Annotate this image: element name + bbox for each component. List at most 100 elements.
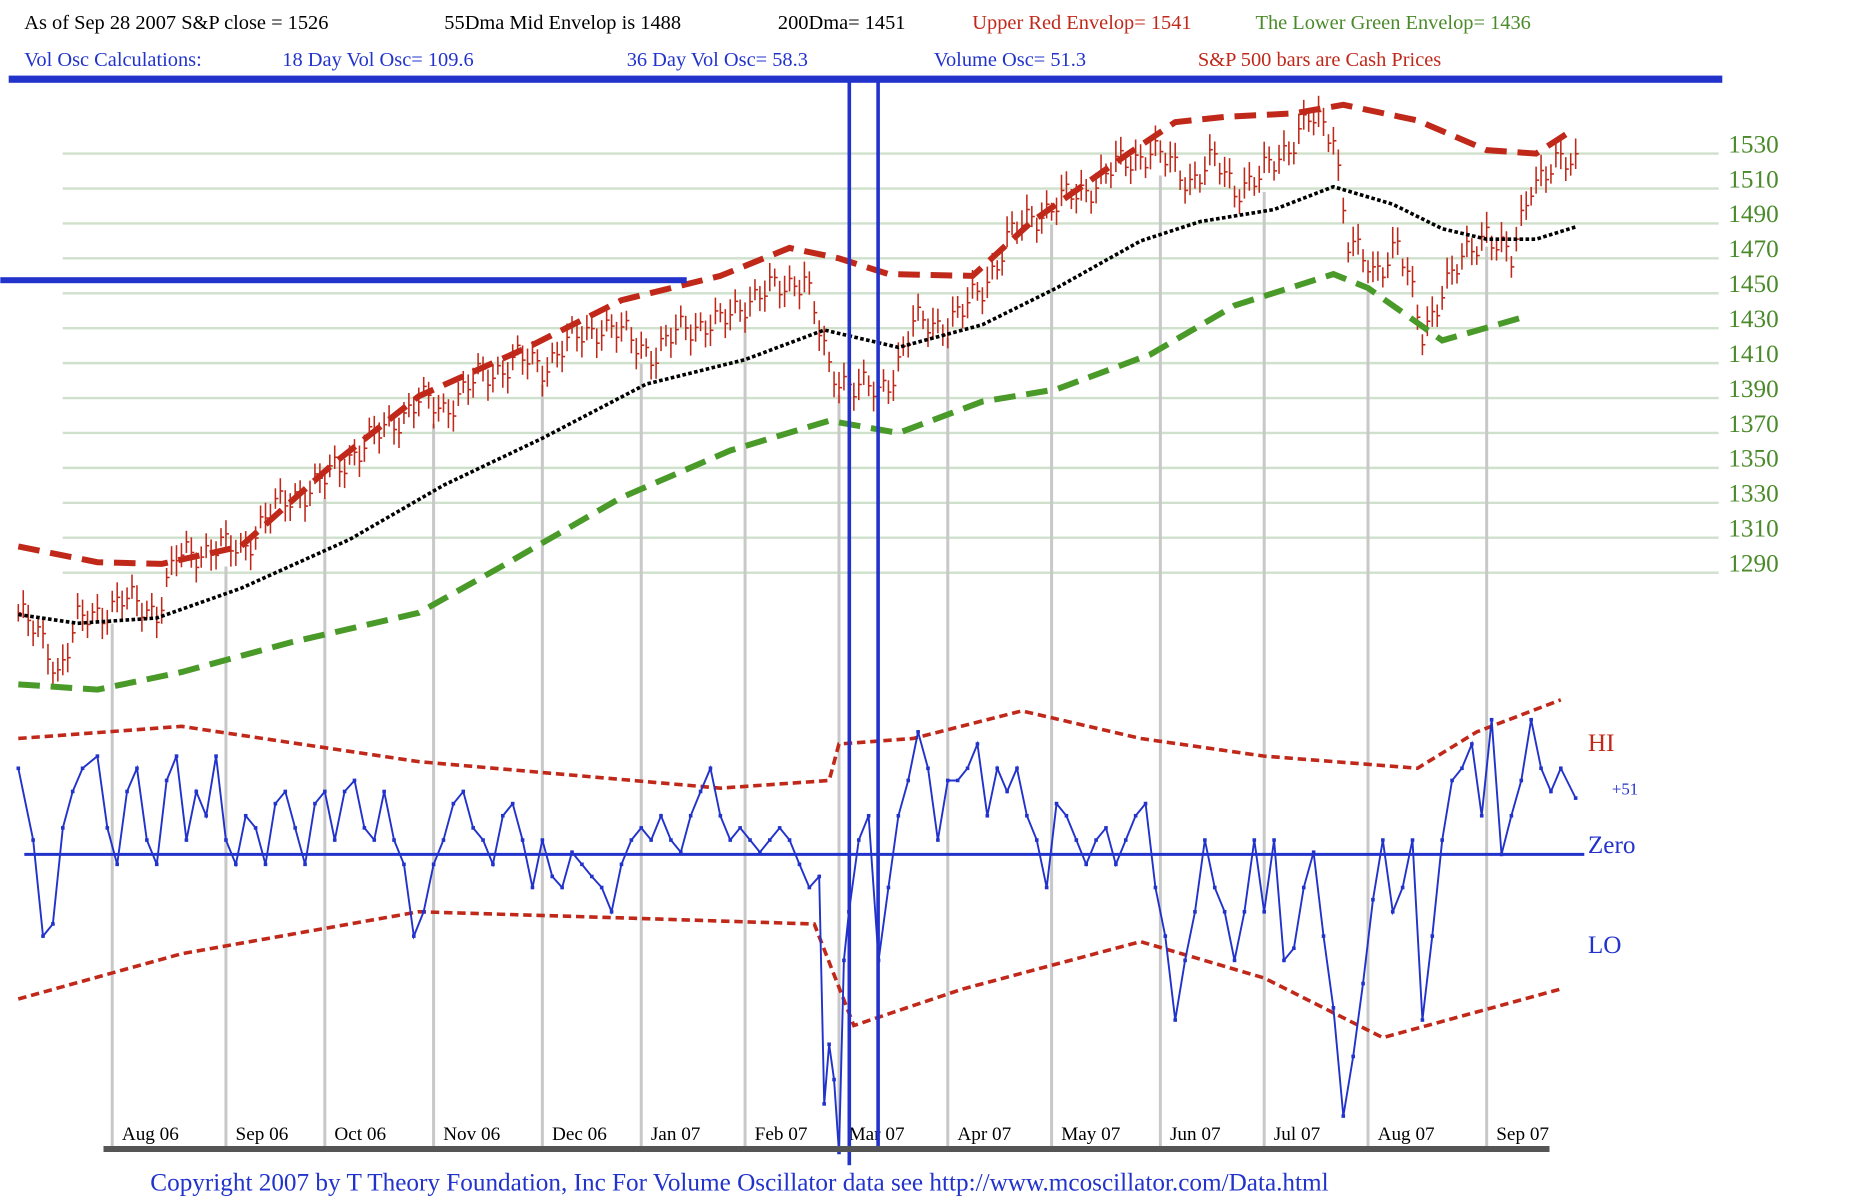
price-bar xyxy=(917,293,922,321)
volume-osc-point xyxy=(145,838,149,842)
price-bar xyxy=(788,265,793,292)
volume-osc-point xyxy=(738,826,742,830)
volume-osc-point xyxy=(1450,778,1454,783)
volume-osc-point xyxy=(945,778,950,783)
price-bar xyxy=(309,480,313,507)
volume-osc-point xyxy=(135,766,139,771)
price-bar xyxy=(427,381,432,409)
vol-osc-36day: 36 Day Vol Osc= 58.3 xyxy=(627,49,808,71)
volume-osc-point xyxy=(1104,826,1108,830)
price-bar xyxy=(131,574,136,599)
price-bar xyxy=(432,397,437,429)
volume-osc-point xyxy=(1015,766,1019,771)
price-bar xyxy=(511,344,516,371)
price-bar xyxy=(1396,227,1401,255)
price-bar xyxy=(1382,267,1386,288)
volume-osc-point xyxy=(451,801,456,806)
price-bar xyxy=(615,321,620,353)
price-bar xyxy=(640,331,645,359)
price-bar xyxy=(1362,249,1367,273)
y-tick-label: 1370 xyxy=(1728,411,1778,438)
price-bar xyxy=(1090,190,1095,214)
price-bar xyxy=(492,364,496,393)
horizontal-marker-line xyxy=(0,277,687,284)
price-bar xyxy=(823,325,828,356)
volume-osc-point xyxy=(1163,934,1168,938)
price-bar xyxy=(1426,306,1431,337)
price-bar xyxy=(798,279,803,310)
price-bar xyxy=(1298,113,1302,145)
price-bar xyxy=(506,362,511,394)
price-bar xyxy=(808,271,813,295)
volume-osc-point xyxy=(154,862,159,867)
price-bar xyxy=(408,392,412,418)
volume-osc-point xyxy=(1430,934,1435,938)
volume-osc-point xyxy=(767,838,772,842)
price-bar xyxy=(1278,144,1283,174)
volume-osc-point xyxy=(1470,742,1474,746)
price-bar xyxy=(1065,171,1070,198)
volume-osc-point xyxy=(392,838,396,842)
price-bar xyxy=(42,618,47,649)
x-tick-label: Sep 06 xyxy=(236,1124,289,1145)
header-55dma: 55Dma Mid Envelop is 1488 xyxy=(444,12,681,34)
volume-osc-point xyxy=(1341,1114,1346,1118)
y-tick-label: 1350 xyxy=(1728,446,1778,473)
volume-osc-point xyxy=(728,838,733,842)
price-bar xyxy=(922,310,927,330)
header-upper-envelope: Upper Red Envelop= 1541 xyxy=(972,12,1191,34)
price-bar xyxy=(625,310,630,331)
price-bar xyxy=(155,606,160,639)
price-bar xyxy=(586,314,590,341)
volume-osc-point xyxy=(184,838,189,842)
volume-osc-point xyxy=(1044,885,1049,890)
price-bar xyxy=(1011,211,1016,236)
volume-osc-point xyxy=(1005,789,1009,794)
price-bar xyxy=(754,279,758,301)
price-bar xyxy=(986,266,991,299)
envelope-lines xyxy=(17,101,1577,693)
price-bar xyxy=(858,368,862,401)
price-bar xyxy=(1322,107,1327,137)
price-bar xyxy=(561,340,566,373)
volume-osc-point xyxy=(293,826,297,830)
header-200dma: 200Dma= 1451 xyxy=(778,12,906,34)
x-tick-label: Aug 06 xyxy=(122,1124,179,1145)
price-bar xyxy=(1391,226,1396,259)
price-bar xyxy=(689,324,694,356)
volume-osc-point xyxy=(1252,838,1257,842)
volume-osc-point xyxy=(510,801,515,806)
price-bar xyxy=(576,323,580,352)
y-tick-label: 1330 xyxy=(1728,481,1778,508)
volume-osc-point xyxy=(560,885,564,890)
price-bar xyxy=(452,400,457,432)
y-tick-label: 1490 xyxy=(1728,201,1778,228)
price-bar xyxy=(47,643,51,675)
volume-osc-point xyxy=(441,838,446,842)
price-bar xyxy=(160,597,165,624)
price-bar xyxy=(773,268,778,287)
price-bar xyxy=(328,454,333,478)
price-bar xyxy=(1055,197,1060,226)
volume-osc-point xyxy=(1479,813,1484,818)
volume-osc-point xyxy=(1153,885,1158,890)
price-bar xyxy=(86,610,91,639)
price-bar xyxy=(1337,149,1342,181)
price-bar xyxy=(151,593,155,620)
volume-osc-point xyxy=(718,813,723,818)
price-bar xyxy=(556,341,561,368)
x-tick-label: Nov 06 xyxy=(443,1124,500,1145)
price-bar xyxy=(1466,225,1470,258)
price-bar xyxy=(1179,170,1184,190)
volume-osc-point xyxy=(95,754,100,758)
price-bar xyxy=(769,262,773,292)
price-bar xyxy=(536,349,541,373)
volume-osc-point xyxy=(1212,885,1217,890)
price-bar xyxy=(472,367,477,398)
volume-osc-point xyxy=(1499,852,1504,857)
price-bar xyxy=(660,326,665,352)
price-bar xyxy=(254,526,259,550)
price-bar xyxy=(1357,223,1362,255)
price-bar xyxy=(872,381,877,412)
price-bar xyxy=(1189,163,1194,196)
